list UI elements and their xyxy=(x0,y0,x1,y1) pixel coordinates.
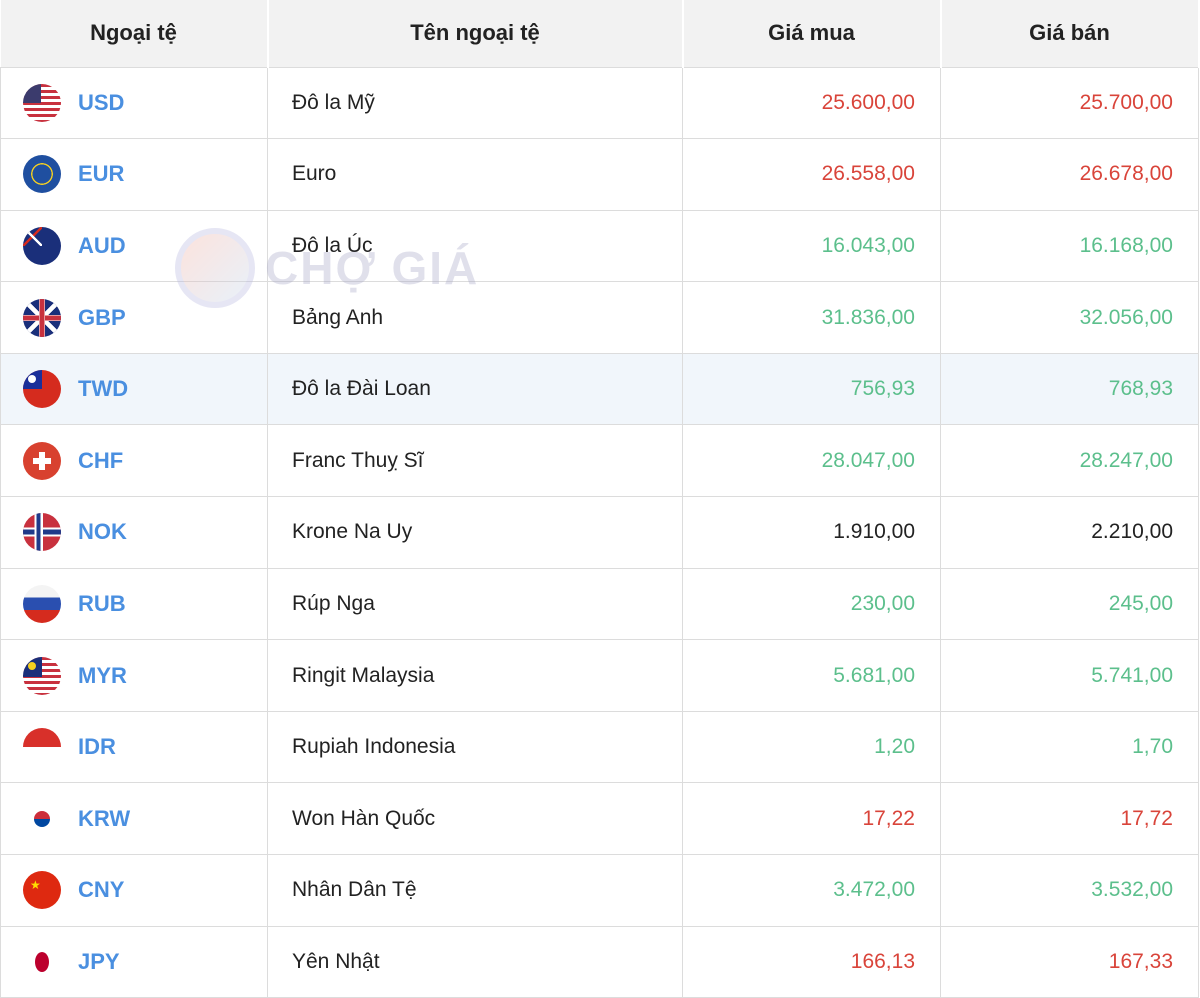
sell-price: 17,72 xyxy=(940,782,1199,856)
table-row: IDR Rupiah Indonesia 1,20 1,70 xyxy=(0,710,1199,784)
currency-name: Won Hàn Quốc xyxy=(267,782,683,856)
currency-code-cell: JPY xyxy=(0,925,268,998)
currency-code-cell: MYR xyxy=(0,639,268,712)
buy-price: 28.047,00 xyxy=(682,424,941,498)
au-flag-icon xyxy=(23,226,61,265)
currency-name: Franc Thuỵ Sĩ xyxy=(267,424,683,498)
currency-name: Nhân Dân Tệ xyxy=(267,854,683,927)
currency-code-link[interactable]: CNY xyxy=(78,877,125,903)
buy-price: 3.472,00 xyxy=(682,854,941,927)
buy-price: 25.600,00 xyxy=(682,66,941,140)
my-flag-icon xyxy=(23,656,61,695)
eu-flag-icon xyxy=(23,155,61,194)
table-row: KRW Won Hàn Quốc 17,22 17,72 xyxy=(0,782,1199,856)
us-flag-icon xyxy=(23,83,61,122)
table-row: EUR Euro 26.558,00 26.678,00 xyxy=(0,138,1199,211)
currency-code-link[interactable]: AUD xyxy=(78,232,126,258)
sell-price: 28.247,00 xyxy=(940,424,1199,498)
sell-price: 3.532,00 xyxy=(940,854,1199,927)
table-row: CHF Franc Thuỵ Sĩ 28.047,00 28.247,00 xyxy=(0,424,1199,498)
buy-price: 16.043,00 xyxy=(682,209,941,283)
buy-price: 5.681,00 xyxy=(682,639,941,712)
table-row: GBP Bảng Anh 31.836,00 32.056,00 xyxy=(0,281,1199,354)
currency-code-link[interactable]: EUR xyxy=(78,161,125,187)
table-row: TWD Đô la Đài Loan 756,93 768,93 xyxy=(0,352,1199,426)
currency-name: Krone Na Uy xyxy=(267,496,683,569)
sell-price: 16.168,00 xyxy=(940,209,1199,283)
currency-code-cell: RUB xyxy=(0,567,268,641)
buy-price: 230,00 xyxy=(682,567,941,641)
currency-name: Đô la Mỹ xyxy=(267,66,683,140)
table-row: AUD Đô la Úc 16.043,00 16.168,00 xyxy=(0,209,1199,283)
buy-price: 1.910,00 xyxy=(682,496,941,569)
table-row: ★ CNY Nhân Dân Tệ 3.472,00 3.532,00 xyxy=(0,854,1199,927)
header-buy-price: Giá mua xyxy=(682,0,942,67)
id-flag-icon xyxy=(23,728,61,767)
currency-code-cell: KRW xyxy=(0,782,268,856)
currency-code-cell: USD xyxy=(0,66,268,140)
currency-code-link[interactable]: IDR xyxy=(78,734,116,760)
jp-flag-icon xyxy=(23,942,61,981)
currency-name: Đô la Úc xyxy=(267,209,683,283)
currency-code-cell: NOK xyxy=(0,496,268,569)
currency-code-cell: ★ CNY xyxy=(0,854,268,927)
currency-code-cell: TWD xyxy=(0,352,268,426)
currency-code-link[interactable]: KRW xyxy=(78,805,131,831)
header-sell-price: Giá bán xyxy=(940,0,1200,67)
currency-code-cell: EUR xyxy=(0,138,268,211)
table-row: MYR Ringit Malaysia 5.681,00 5.741,00 xyxy=(0,639,1199,712)
buy-price: 1,20 xyxy=(682,710,941,784)
sell-price: 25.700,00 xyxy=(940,66,1199,140)
currency-code-cell: AUD xyxy=(0,209,268,283)
buy-price: 17,22 xyxy=(682,782,941,856)
buy-price: 166,13 xyxy=(682,925,941,998)
currency-code-link[interactable]: USD xyxy=(78,89,125,115)
sell-price: 167,33 xyxy=(940,925,1199,998)
table-row: NOK Krone Na Uy 1.910,00 2.210,00 xyxy=(0,496,1199,569)
table-row: JPY Yên Nhật 166,13 167,33 xyxy=(0,925,1199,998)
currency-name: Đô la Đài Loan xyxy=(267,352,683,426)
currency-code-link[interactable]: CHF xyxy=(78,447,124,473)
currency-code-cell: IDR xyxy=(0,710,268,784)
no-flag-icon xyxy=(23,513,61,552)
sell-price: 5.741,00 xyxy=(940,639,1199,712)
buy-price: 26.558,00 xyxy=(682,138,941,211)
kr-flag-icon xyxy=(23,799,61,838)
currency-name: Rupiah Indonesia xyxy=(267,710,683,784)
cn-flag-icon: ★ xyxy=(23,871,61,910)
sell-price: 245,00 xyxy=(940,567,1199,641)
currency-code-link[interactable]: JPY xyxy=(78,948,120,974)
sell-price: 26.678,00 xyxy=(940,138,1199,211)
sell-price: 1,70 xyxy=(940,710,1199,784)
ch-flag-icon xyxy=(23,441,61,480)
currency-name: Ringit Malaysia xyxy=(267,639,683,712)
sell-price: 2.210,00 xyxy=(940,496,1199,569)
buy-price: 31.836,00 xyxy=(682,281,941,354)
currency-code-link[interactable]: RUB xyxy=(78,590,126,616)
header-currency-code: Ngoại tệ xyxy=(0,0,269,67)
tw-flag-icon xyxy=(23,370,61,409)
buy-price: 756,93 xyxy=(682,352,941,426)
currency-code-link[interactable]: MYR xyxy=(78,662,127,688)
currency-code-link[interactable]: GBP xyxy=(78,304,126,330)
currency-name: Yên Nhật xyxy=(267,925,683,998)
table-header: Ngoại tệ Tên ngoại tệ Giá mua Giá bán xyxy=(0,0,1200,67)
table-row: USD Đô la Mỹ 25.600,00 25.700,00 xyxy=(0,66,1199,140)
currency-code-cell: GBP xyxy=(0,281,268,354)
sell-price: 768,93 xyxy=(940,352,1199,426)
currency-name: Euro xyxy=(267,138,683,211)
currency-code-link[interactable]: TWD xyxy=(78,376,129,402)
header-currency-name: Tên ngoại tệ xyxy=(267,0,684,67)
table-row: RUB Rúp Nga 230,00 245,00 xyxy=(0,567,1199,641)
currency-name: Bảng Anh xyxy=(267,281,683,354)
currency-name: Rúp Nga xyxy=(267,567,683,641)
gb-flag-icon xyxy=(23,298,61,337)
sell-price: 32.056,00 xyxy=(940,281,1199,354)
currency-code-cell: CHF xyxy=(0,424,268,498)
ru-flag-icon xyxy=(23,584,61,623)
currency-code-link[interactable]: NOK xyxy=(78,519,127,545)
